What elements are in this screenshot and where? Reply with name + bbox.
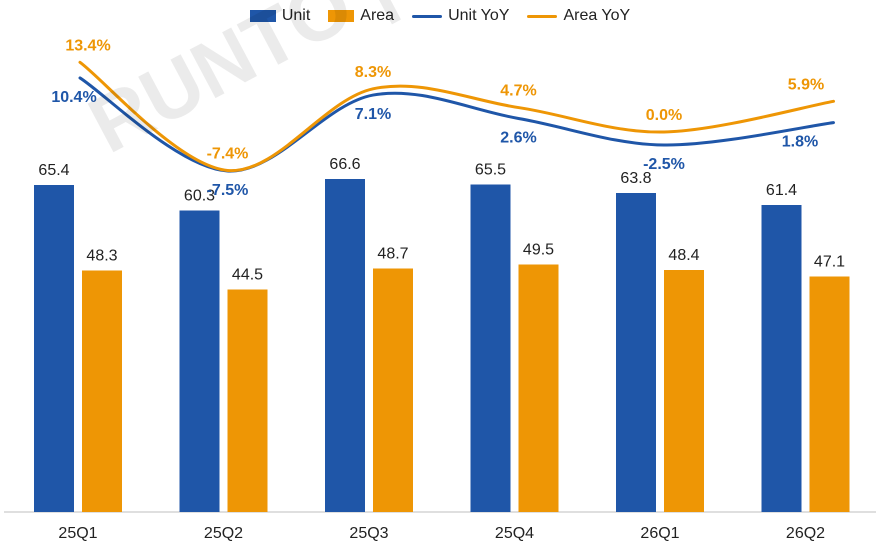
- legend-label-area: Area: [360, 7, 395, 24]
- yoy-label-unit-yoy-25q1: 10.4%: [51, 89, 96, 106]
- yoy-label-unit-yoy-25q3: 7.1%: [355, 106, 391, 123]
- bar-unit-25q3: [325, 179, 365, 512]
- legend-swatch-unit: [249, 10, 276, 22]
- yoy-label-unit-yoy-25q4: 2.6%: [500, 129, 536, 146]
- bar-label-area-26q1: 48.4: [668, 247, 699, 264]
- bar-label-unit-25q1: 65.4: [38, 162, 69, 179]
- line-area-yoy: [78, 60, 835, 172]
- legend-label-unit: Unit: [281, 7, 311, 24]
- legend-item-unit: Unit: [249, 7, 311, 25]
- yoy-label-area-yoy-26q1: 0.0%: [646, 107, 682, 124]
- bar-label-area-25q4: 49.5: [523, 242, 554, 259]
- bar-label-unit-26q1: 63.8: [620, 170, 651, 187]
- legend-swatch-area-yoy: [527, 14, 558, 18]
- bar-area-26q2: [809, 276, 850, 512]
- legend-label-unit-yoy: Unit YoY: [448, 7, 510, 24]
- bar-unit-25q1: [34, 185, 74, 512]
- yoy-label-area-yoy-25q4: 4.7%: [500, 83, 536, 100]
- bar-label-unit-25q4: 65.5: [475, 162, 506, 179]
- bar-unit-25q4: [470, 184, 511, 512]
- bar-label-unit-25q2: 60.3: [184, 188, 215, 205]
- x-tick-label-25q1: 25Q1: [58, 525, 97, 542]
- legend-item-area: Area: [328, 7, 394, 25]
- bar-label-unit-26q2: 61.4: [766, 182, 797, 199]
- bar-area-25q1: [82, 270, 122, 512]
- bar-label-area-25q3: 48.7: [377, 246, 408, 263]
- bar-unit-25q2: [179, 210, 220, 512]
- legend: Unit Area Unit YoY Area YoY: [0, 4, 880, 28]
- line-unit-yoy: [78, 76, 835, 173]
- bar-label-area-26q2: 47.1: [814, 254, 845, 271]
- bar-area-25q4: [518, 264, 559, 512]
- yoy-label-unit-yoy-25q2: -7.5%: [207, 182, 249, 199]
- yoy-label-area-yoy-25q1: 13.4%: [65, 37, 110, 54]
- yoy-label-area-yoy-25q3: 8.3%: [355, 64, 391, 81]
- bar-label-unit-25q3: 66.6: [329, 156, 360, 173]
- x-tick-label-25q3: 25Q3: [349, 525, 388, 542]
- x-tick-label-25q4: 25Q4: [495, 525, 534, 542]
- bar-unit-26q2: [761, 205, 802, 512]
- legend-swatch-unit-yoy: [412, 14, 443, 18]
- legend-item-area-yoy: Area YoY: [527, 7, 630, 25]
- bar-label-area-25q2: 44.5: [232, 267, 263, 284]
- bar-label-area-25q1: 48.3: [86, 248, 117, 265]
- yoy-label-unit-yoy-26q1: -2.5%: [643, 156, 685, 173]
- legend-item-unit-yoy: Unit YoY: [412, 7, 509, 25]
- yoy-label-unit-yoy-26q2: 1.8%: [782, 134, 818, 151]
- x-tick-label-25q2: 25Q2: [204, 525, 243, 542]
- x-tick-label-26q1: 26Q1: [640, 525, 679, 542]
- bar-area-25q3: [373, 268, 413, 512]
- yoy-label-area-yoy-26q2: 5.9%: [788, 76, 824, 93]
- bar-unit-26q1: [616, 193, 656, 512]
- x-tick-label-26q2: 26Q2: [786, 525, 825, 542]
- legend-swatch-area: [328, 10, 355, 22]
- bar-area-25q2: [227, 289, 268, 512]
- yoy-label-area-yoy-25q2: -7.4%: [207, 145, 249, 162]
- bar-area-26q1: [664, 270, 704, 512]
- legend-label-area-yoy: Area YoY: [563, 7, 631, 24]
